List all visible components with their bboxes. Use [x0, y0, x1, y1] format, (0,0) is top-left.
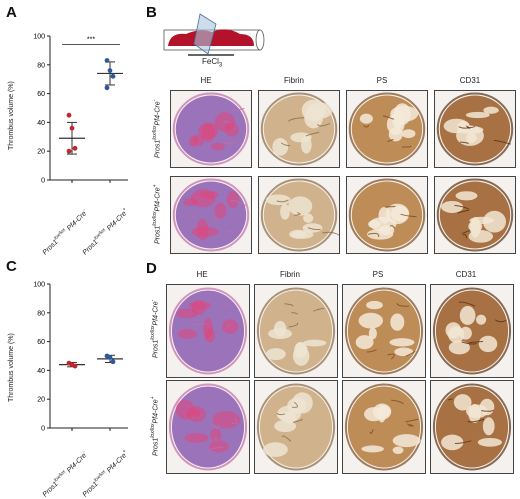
vessel-illustration — [163, 13, 265, 56]
data-point — [110, 73, 116, 79]
d-cd31-row2-image — [430, 380, 514, 474]
d-col-fibrin: Fibrin — [279, 270, 300, 279]
b-cd31-row1-image — [434, 90, 516, 168]
data-point — [72, 145, 78, 151]
b-col-fibrin: Fibrin — [283, 76, 304, 85]
b-ps-row2-image — [346, 176, 428, 254]
d-col-cd31: CD31 — [455, 270, 477, 279]
data-point — [69, 125, 75, 131]
data-point — [66, 148, 72, 154]
b-cd31-row2-image — [434, 176, 516, 254]
d-row-label-2: Pros1lox/loxPf4-Cre+ — [150, 396, 160, 456]
d-row-label-1: Pros1lox/loxPf4-Cre- — [150, 299, 160, 358]
data-point — [66, 112, 72, 118]
b-row-label-2: Pros1lox/loxPf4-Cre+ — [152, 184, 162, 244]
b-he-row2-image — [170, 176, 252, 254]
panel-letter-c: C — [6, 258, 17, 275]
y-tick-label: 100 — [33, 34, 45, 41]
d-he-row2-image — [166, 380, 250, 474]
y-tick-label: 40 — [37, 120, 45, 127]
chart-c-svg: 0 20 40 60 80 100 — [33, 282, 128, 433]
fecl3-label: FeCl3 — [202, 57, 223, 69]
panel-letter-b: B — [146, 4, 157, 21]
data-point — [107, 355, 113, 360]
fecl3-schematic: FeCl3 — [160, 10, 270, 70]
panel-letter-a: A — [6, 4, 17, 21]
data-point — [104, 58, 110, 63]
data-point — [104, 85, 110, 91]
significance-label: *** — [87, 37, 95, 44]
chart-a-svg: 0 20 40 60 80 100 *** — [33, 34, 128, 185]
data-point — [110, 359, 116, 365]
b-he-row1-image — [170, 90, 252, 168]
y-tick-label: 100 — [33, 282, 45, 289]
y-tick-label: 20 — [37, 149, 45, 156]
d-cd31-row1-image — [430, 284, 514, 378]
y-tick-label: 60 — [37, 91, 45, 98]
data-point — [72, 363, 78, 369]
b-ps-row1-image — [346, 90, 428, 168]
d-col-ps: PS — [372, 270, 384, 279]
data-point — [107, 68, 113, 73]
panel-letter-d: D — [146, 260, 157, 277]
y-tick-label: 0 — [41, 426, 45, 433]
d-fibrin-row2-image — [254, 380, 338, 474]
b-row-label-1: Pros1lox/loxPf4-Cre- — [152, 99, 162, 158]
y-tick-label: 20 — [37, 397, 45, 404]
b-col-he: HE — [200, 76, 212, 85]
b-fibrin-row1-image — [258, 90, 340, 168]
y-tick-label: 80 — [37, 310, 45, 317]
b-col-cd31: CD31 — [459, 76, 481, 85]
d-ps-row2-image — [342, 380, 426, 474]
d-ps-row1-image — [342, 284, 426, 378]
d-he-row1-image — [166, 284, 250, 378]
y-tick-label: 60 — [37, 339, 45, 346]
d-col-he: HE — [196, 270, 208, 279]
d-fibrin-row1-image — [254, 284, 338, 378]
y-tick-label: 0 — [41, 178, 45, 185]
b-col-ps: PS — [376, 76, 388, 85]
y-tick-label: 40 — [37, 368, 45, 375]
b-fibrin-row2-image — [258, 176, 340, 254]
y-tick-label: 80 — [37, 62, 45, 69]
